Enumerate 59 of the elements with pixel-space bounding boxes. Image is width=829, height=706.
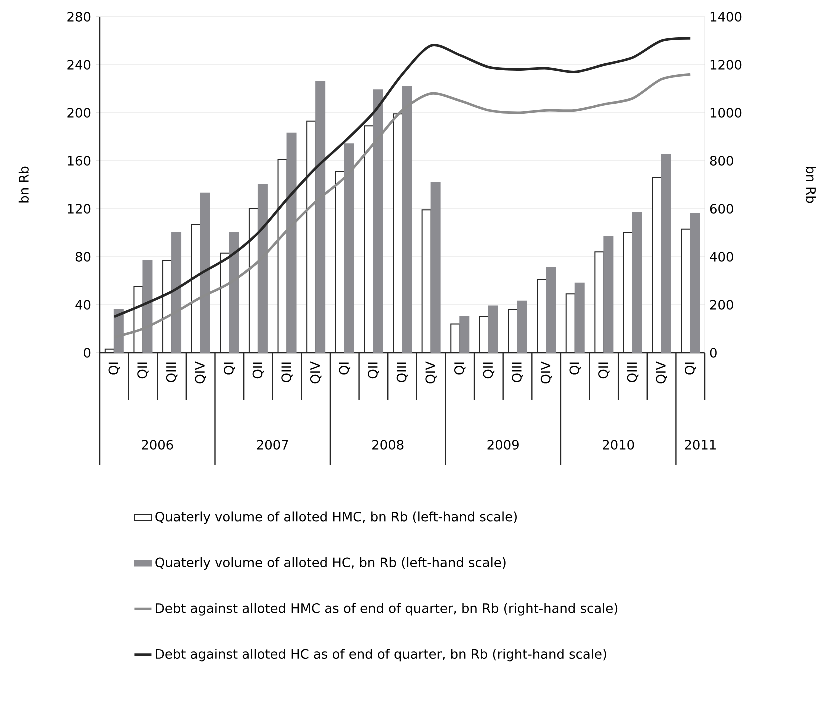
y2-tick-label: 1200 (710, 60, 742, 70)
x-tick-label: QI (684, 362, 696, 375)
x-tick-label: QI (570, 362, 582, 375)
x-tick-label: QIV (310, 362, 322, 384)
bar (517, 300, 528, 354)
bar (632, 212, 642, 354)
x-tick-label: QIV (656, 362, 668, 384)
bar (661, 154, 672, 354)
legend-label: Debt against alloted HC as of end of quarter, bn Rb (right-hand scale) (156, 649, 606, 662)
y-tick-label: 160 (68, 156, 91, 166)
legend-label: Debt against alloted HMC as of end of quarter, bn Rb (right-hand scale) (156, 603, 618, 616)
y2-axis-title: bn Rb (806, 167, 816, 204)
y-tick-label: 200 (68, 108, 91, 118)
x-tick-label: QII (368, 362, 380, 379)
bar (690, 213, 700, 354)
x-tick-label: QII (598, 362, 610, 379)
x-tick-label: QIV (195, 362, 206, 384)
x-tick-label: QIII (627, 362, 639, 382)
x-tick-label: QI (454, 362, 466, 375)
bar (460, 316, 470, 354)
x-tick-label: QII (138, 362, 149, 379)
bar (574, 282, 585, 354)
legend-label: Quaterly volume of alloted HMC, bn Rb (left-hand scale) (156, 512, 517, 524)
y-tick-label: 240 (68, 60, 91, 70)
y-tick-label: 80 (76, 252, 91, 262)
x-tick-label: QIII (282, 362, 293, 382)
x-tick-label: QIII (512, 362, 524, 382)
legend-label: Quaterly volume of alloted HC, bn Rb (left-hand scale) (156, 558, 506, 570)
y2-tick-label: 400 (710, 252, 734, 262)
bar (604, 236, 614, 354)
y2-tick-label: 600 (710, 204, 734, 214)
x-tick-label: QI (339, 362, 351, 375)
text: 2011 (685, 440, 716, 450)
x-tick-label: QI (224, 362, 236, 375)
y2-tick-label: 800 (710, 156, 734, 166)
x-tick-label: QIV (540, 362, 552, 384)
x-tick-label: QIII (166, 362, 178, 382)
y2-tick-label: 0 (710, 348, 717, 358)
y2-tick-label: 200 (710, 300, 734, 310)
bar (488, 306, 498, 354)
y2-tick-label: 1400 (710, 12, 742, 22)
y-tick-label: 40 (76, 300, 91, 310)
y-tick-label: 0 (84, 348, 91, 358)
y-tick-label: 120 (68, 204, 91, 214)
text: 2007 (257, 440, 288, 450)
bar (430, 182, 441, 354)
y2-tick-label: 1000 (710, 108, 742, 118)
text: 2008 (372, 440, 404, 450)
y-axis-title: bn Rb (18, 166, 29, 203)
x-tick-label: QII (483, 362, 495, 379)
x-tick-label: QIII (396, 362, 408, 382)
text: 2006 (142, 440, 174, 450)
x-tick-label: QI (108, 362, 120, 375)
x-tick-label: QII (252, 362, 264, 379)
y-tick-label: 280 (68, 12, 91, 22)
bar (546, 267, 556, 354)
text: 2009 (488, 440, 519, 450)
x-tick-label: QIV (426, 362, 437, 384)
text: 2010 (603, 440, 634, 450)
